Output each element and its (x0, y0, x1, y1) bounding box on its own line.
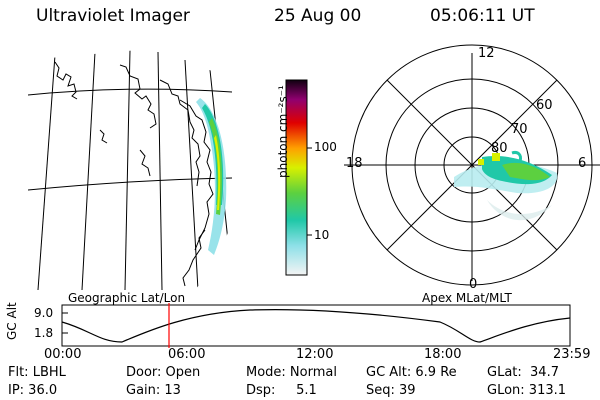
polar-lat-60: 60 (536, 98, 553, 113)
timeline-plot (61, 304, 571, 347)
timeline-axis-label: GC Alt (5, 302, 19, 340)
timeline-ytick-9: 9.0 (34, 306, 54, 320)
timeline-ytick-1-8: 1.8 (34, 326, 54, 340)
colorbar-label: photon cm⁻²s⁻¹ (276, 85, 290, 178)
status-seq: Seq: 39 (366, 383, 416, 398)
status-gain: Gain: 13 (126, 383, 181, 398)
status-gcalt: GC Alt: 6.9 Re (366, 365, 457, 380)
polar-plot (344, 44, 600, 286)
polar-lat-70: 70 (511, 122, 528, 137)
header-date: 25 Aug 00 (274, 6, 362, 26)
status-dsp: Dsp: 5.1 (246, 383, 317, 398)
status-door: Door: Open (126, 365, 201, 380)
polar-label-6: 6 (578, 156, 587, 171)
colorbar-tick-100: 100 (314, 140, 337, 154)
timeline-xtick-0000: 00:00 (44, 347, 82, 362)
timeline-xtick-1200: 12:00 (296, 347, 334, 362)
timeline-xtick-1800: 18:00 (424, 347, 462, 362)
timeline-xtick-2359: 23:59 (553, 347, 591, 362)
timeline-xtick-0600: 06:00 (168, 347, 206, 362)
status-ip: IP: 36.0 (8, 383, 58, 398)
polar-label-0: 0 (469, 277, 478, 292)
header-time: 05:06:11 UT (430, 6, 535, 26)
timeline-left-title: Geographic Lat/Lon (68, 291, 186, 305)
timeline-right-title: Apex MLat/MLT (422, 291, 512, 305)
colorbar (285, 79, 308, 276)
polar-lat-80: 80 (491, 141, 508, 156)
status-mode: Mode: Normal (246, 365, 337, 380)
status-glon: GLon: 313.1 (487, 383, 567, 398)
status-glat: GLat: 34.7 (487, 365, 559, 380)
polar-label-18: 18 (346, 156, 363, 171)
colorbar-tick-10: 10 (314, 228, 330, 242)
app-title: Ultraviolet Imager (36, 6, 190, 26)
status-flt: Flt: LBHL (8, 365, 66, 380)
polar-label-12: 12 (478, 46, 495, 61)
